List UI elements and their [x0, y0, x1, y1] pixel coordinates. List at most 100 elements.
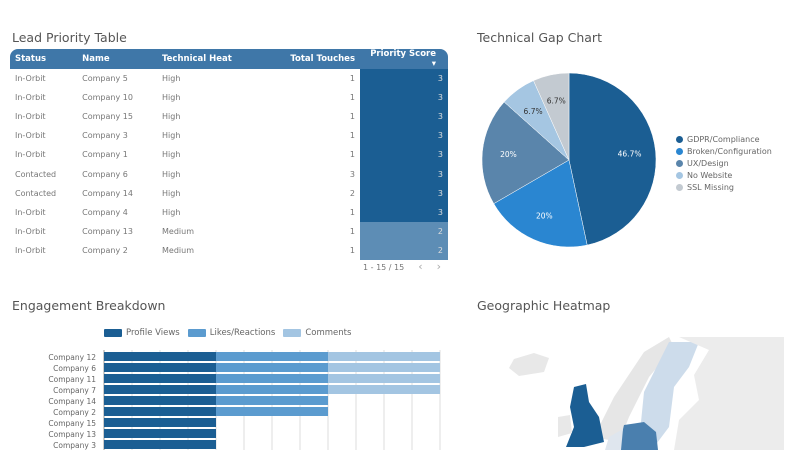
lead-priority-table: Status Name Technical Heat Total Touches Pri… [10, 49, 448, 260]
legend-swatch [283, 329, 302, 337]
cell-status: In-Orbit [15, 245, 46, 255]
next-page-button[interactable]: › [436, 260, 442, 273]
cell-heat: High [162, 112, 181, 122]
bar-segment[interactable] [104, 374, 216, 383]
column-header-0[interactable]: Status [10, 49, 78, 69]
table-row[interactable]: In-Orbit Company 13 Medium 1 2 [10, 221, 448, 241]
bar-segment[interactable] [216, 352, 328, 361]
legend-swatch [676, 159, 683, 167]
cell-score: 2 [360, 221, 448, 241]
legend-label: Broken/Configuration [687, 146, 772, 156]
bar-segment[interactable] [216, 407, 328, 416]
cell-score: 2 [360, 240, 448, 260]
bar-segment[interactable] [216, 363, 328, 372]
prev-page-button[interactable]: ‹ [418, 260, 423, 273]
cell-score: 3 [360, 202, 448, 222]
bar-segment[interactable] [328, 352, 440, 361]
bar-segment[interactable] [216, 396, 328, 405]
legend-item[interactable]: Comments [283, 328, 351, 338]
pie-title: Technical Gap Chart [477, 30, 602, 45]
bar-segment[interactable] [104, 396, 216, 405]
pie-slice[interactable] [568, 72, 657, 246]
cell-score: 3 [360, 88, 448, 108]
pie-slice[interactable] [481, 101, 570, 204]
map-iceland [509, 353, 549, 376]
cell-name: Company 1 [82, 150, 128, 160]
legend-swatch [676, 147, 683, 155]
pagination: 1 - 15 / 15 ‹ › [363, 260, 441, 273]
bar-segment[interactable] [104, 407, 216, 416]
bar-segment[interactable] [328, 363, 440, 372]
cell-status: In-Orbit [15, 74, 46, 84]
cell-heat: Medium [162, 226, 194, 236]
cell-status: In-Orbit [15, 150, 46, 160]
lead-table-title: Lead Priority Table [12, 30, 127, 45]
bar-segment[interactable] [104, 363, 216, 372]
bar-segment[interactable] [328, 374, 440, 383]
pie-label: 46.7% [618, 150, 642, 159]
table-row[interactable]: In-Orbit Company 1 High 1 3 [10, 145, 448, 165]
cell-heat: High [162, 188, 181, 198]
legend-label: GDPR/Compliance [687, 134, 760, 144]
bar-segment[interactable] [216, 374, 328, 383]
table-row[interactable]: In-Orbit Company 4 High 1 3 [10, 202, 448, 222]
table-row[interactable]: In-Orbit Company 10 High 1 3 [10, 88, 448, 108]
column-header-2[interactable]: Technical Heat [157, 49, 262, 69]
bar-segment[interactable] [104, 385, 216, 394]
bar-segment[interactable] [328, 385, 440, 394]
cell-status: Contacted [15, 169, 57, 179]
legend-item[interactable]: SSL Missing [676, 181, 772, 193]
table-row[interactable]: In-Orbit Company 15 High 1 3 [10, 107, 448, 127]
legend-item[interactable]: Likes/Reactions [187, 328, 276, 338]
cell-touches: 3 [349, 169, 355, 179]
map-germany [618, 422, 658, 450]
table-row[interactable]: Contacted Company 6 High 3 3 [10, 164, 448, 184]
bar-segment[interactable] [104, 352, 216, 361]
bar-segment[interactable] [216, 385, 328, 394]
pie-legend: GDPR/Compliance Broken/Configuration UX/De… [676, 133, 772, 193]
category-label: Company 13 [48, 430, 96, 439]
legend-item[interactable]: UX/Design [676, 157, 772, 169]
bar-segment[interactable] [104, 429, 216, 438]
cell-heat: Medium [162, 245, 194, 255]
column-header-3[interactable]: Total Touches [261, 49, 360, 69]
bar-segment[interactable] [104, 418, 216, 427]
cell-name: Company 5 [82, 74, 128, 84]
legend-item[interactable]: No Website [676, 169, 772, 181]
category-label: Company 6 [53, 364, 96, 373]
legend-item[interactable]: GDPR/Compliance [676, 133, 772, 145]
legend-swatch [676, 171, 683, 179]
category-label: Company 12 [48, 353, 96, 362]
cell-score: 3 [360, 126, 448, 146]
cell-name: Company 15 [82, 112, 133, 122]
category-label: Company 14 [48, 397, 96, 406]
cell-name: Company 10 [82, 93, 133, 103]
bar-legend: Profile Views Likes/Reactions Comments [104, 328, 351, 338]
cell-name: Company 2 [82, 245, 128, 255]
technical-gap-pie: 46.7% 20% 20% 6.7% 6.7% [481, 72, 657, 248]
column-header-1[interactable]: Name [77, 49, 157, 69]
table-row[interactable]: In-Orbit Company 2 Medium 1 2 [10, 240, 448, 260]
table-row[interactable]: In-Orbit Company 5 High 1 3 [10, 69, 448, 89]
map-benelux [605, 429, 623, 450]
map-finland-russia [674, 337, 784, 450]
cell-name: Company 4 [82, 207, 128, 217]
cell-heat: High [162, 207, 181, 217]
cell-score: 3 [360, 183, 448, 203]
legend-label: Likes/Reactions [209, 328, 276, 338]
legend-item[interactable]: Broken/Configuration [676, 145, 772, 157]
category-label: Company 7 [53, 386, 96, 395]
legend-item[interactable]: Profile Views [104, 328, 180, 338]
table-row[interactable]: Contacted Company 14 High 2 3 [10, 183, 448, 203]
column-header-4[interactable]: Priority Score ▾ [360, 49, 448, 69]
legend-label: SSL Missing [687, 182, 734, 192]
cell-heat: High [162, 74, 181, 84]
cell-touches: 1 [349, 112, 355, 122]
table-row[interactable]: In-Orbit Company 3 High 1 3 [10, 126, 448, 146]
cell-score: 3 [360, 164, 448, 184]
pie-slice[interactable] [493, 159, 588, 248]
bar-segment[interactable] [104, 440, 216, 449]
pie-slice[interactable] [533, 72, 570, 161]
legend-label: Profile Views [126, 328, 180, 338]
cell-score: 3 [360, 145, 448, 165]
